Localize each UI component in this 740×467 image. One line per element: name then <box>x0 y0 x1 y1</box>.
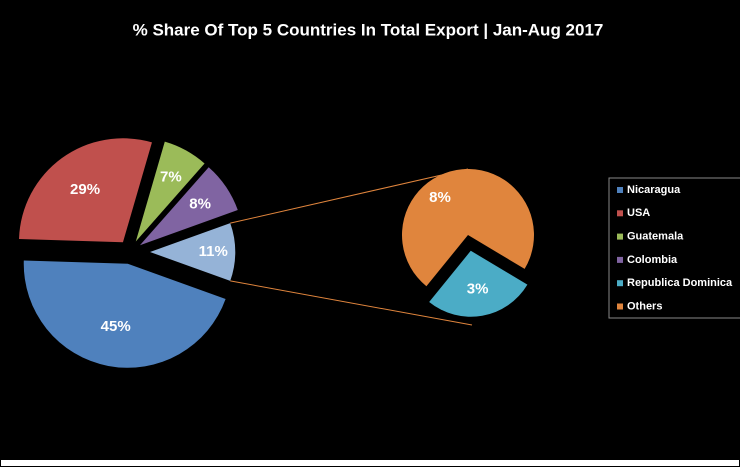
chart-title: % Share Of Top 5 Countries In Total Expo… <box>133 20 604 39</box>
slice-label: 29% <box>70 181 100 198</box>
pie-slice <box>23 260 226 368</box>
pie-slice <box>135 141 205 242</box>
legend-label: USA <box>627 207 650 219</box>
legend-box <box>608 177 740 319</box>
connector-line <box>230 168 469 224</box>
legend-swatch <box>617 210 623 217</box>
legend-swatch <box>617 233 623 240</box>
legend-label: Colombia <box>627 254 678 266</box>
slice-label: 8% <box>189 195 211 212</box>
slice-label: 7% <box>160 169 182 186</box>
pie-slice <box>18 138 152 243</box>
legend-swatch <box>617 280 623 287</box>
legend-label: Republica Dominica <box>627 277 733 289</box>
frame <box>1 460 739 466</box>
legend-swatch <box>617 187 623 193</box>
slice-label: 8% <box>429 189 451 206</box>
connector-line <box>230 280 473 326</box>
legend-label: Others <box>627 300 662 312</box>
legend-label: Nicaragua <box>627 184 681 196</box>
pie-slice <box>401 169 534 287</box>
pie-slice <box>429 250 528 317</box>
slice-label: 11% <box>199 243 228 260</box>
legend-swatch <box>617 303 623 310</box>
legend-swatch <box>617 256 623 263</box>
slice-label: 3% <box>467 281 489 298</box>
slice-label: 45% <box>101 318 131 335</box>
pie-slice <box>150 223 236 281</box>
legend-label: Guatemala <box>627 231 684 243</box>
pie-slice <box>139 167 238 246</box>
